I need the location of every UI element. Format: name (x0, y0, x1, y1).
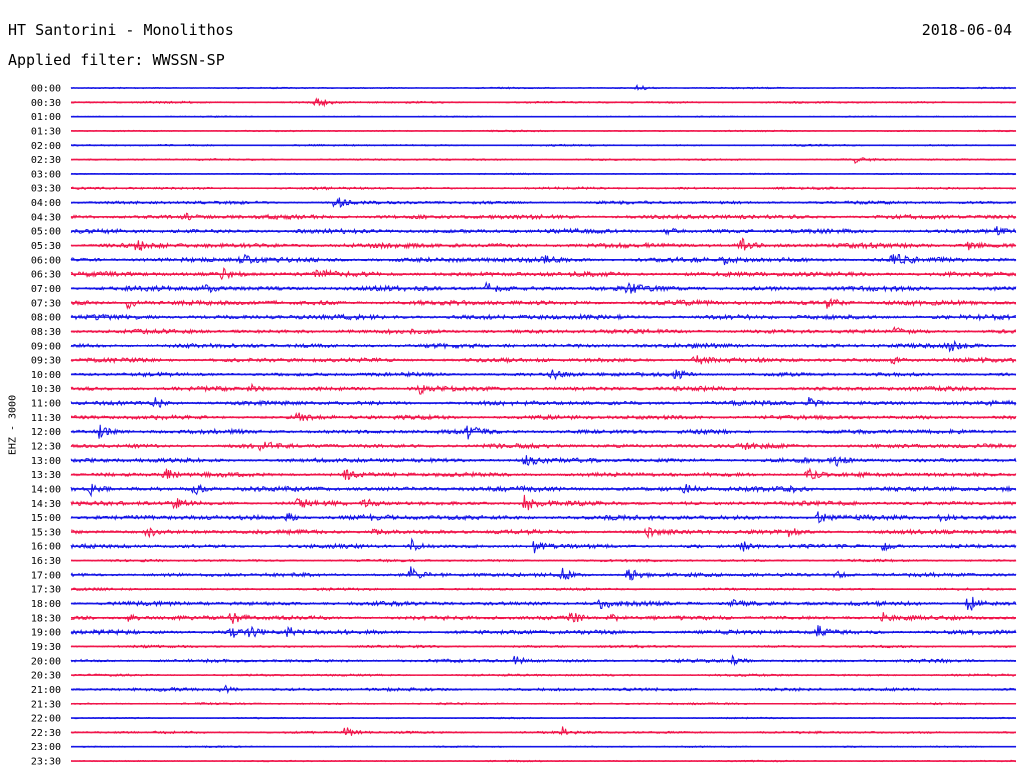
time-tick-label: 04:00 (31, 198, 61, 209)
time-tick-label: 07:30 (31, 298, 61, 309)
time-tick-label: 13:30 (31, 470, 61, 481)
time-tick-label: 12:00 (31, 427, 61, 438)
seismic-trace-line (70, 325, 1017, 336)
time-tick-label: 10:30 (31, 384, 61, 395)
time-tick-label: 12:30 (31, 442, 61, 453)
seismic-trace-line (70, 625, 1017, 638)
time-tick-label: 18:00 (31, 599, 61, 610)
time-tick-label: 22:30 (31, 728, 61, 739)
time-tick-label: 02:00 (31, 141, 61, 152)
time-tick-label: 13:00 (31, 456, 61, 467)
seismic-trace-line (70, 566, 1017, 581)
time-tick-label: 19:30 (31, 642, 61, 653)
time-tick-label: 01:00 (31, 112, 61, 123)
station-title: HT Santorini - Monolithos (8, 21, 234, 39)
time-tick-label: 19:00 (31, 628, 61, 639)
time-tick-label: 20:00 (31, 656, 61, 667)
time-tick-label: 11:00 (31, 399, 61, 410)
time-tick-label: 15:00 (31, 513, 61, 524)
seismic-trace-line (70, 237, 1017, 251)
time-tick-label: 03:30 (31, 184, 61, 195)
time-tick-label: 20:30 (31, 671, 61, 682)
time-tick-label: 00:30 (31, 98, 61, 109)
time-tick-label: 23:00 (31, 742, 61, 753)
time-tick-label: 00:00 (31, 84, 61, 95)
time-tick-label: 21:00 (31, 685, 61, 696)
date-label: 2018-06-04 (921, 21, 1012, 39)
seismic-trace-line (70, 612, 1017, 624)
time-tick-label: 16:30 (31, 556, 61, 567)
time-tick-label: 17:30 (31, 585, 61, 596)
time-tick-label: 09:00 (31, 341, 61, 352)
time-tick-label: 16:00 (31, 542, 61, 553)
time-tick-label: 05:00 (31, 227, 61, 238)
seismic-trace-line (70, 297, 1017, 310)
time-tick-label: 01:30 (31, 126, 61, 137)
seismic-trace-line (70, 726, 1017, 736)
time-tick-label: 06:30 (31, 270, 61, 281)
time-tick-label: 02:30 (31, 155, 61, 166)
time-tick-label: 09:30 (31, 356, 61, 367)
time-tick-label: 15:30 (31, 527, 61, 538)
filter-label: Applied filter: WWSSN-SP (8, 51, 225, 69)
time-tick-label: 11:30 (31, 413, 61, 424)
time-tick-label: 03:00 (31, 169, 61, 180)
time-tick-label: 06:00 (31, 255, 61, 266)
seismic-trace-line (70, 157, 1017, 165)
time-tick-label: 08:00 (31, 313, 61, 324)
time-tick-label: 04:30 (31, 212, 61, 223)
time-tick-label: 14:30 (31, 499, 61, 510)
time-tick-label: 21:30 (31, 699, 61, 710)
time-tick-label: 14:00 (31, 484, 61, 495)
time-tick-label: 18:30 (31, 613, 61, 624)
time-tick-label: 23:30 (31, 757, 61, 768)
time-tick-label: 08:30 (31, 327, 61, 338)
time-tick-label: 22:00 (31, 714, 61, 725)
time-tick-label: 17:00 (31, 570, 61, 581)
time-tick-label: 07:00 (31, 284, 61, 295)
seismic-trace-line (70, 396, 1017, 408)
time-tick-label: 05:30 (31, 241, 61, 252)
time-tick-label: 10:00 (31, 370, 61, 381)
